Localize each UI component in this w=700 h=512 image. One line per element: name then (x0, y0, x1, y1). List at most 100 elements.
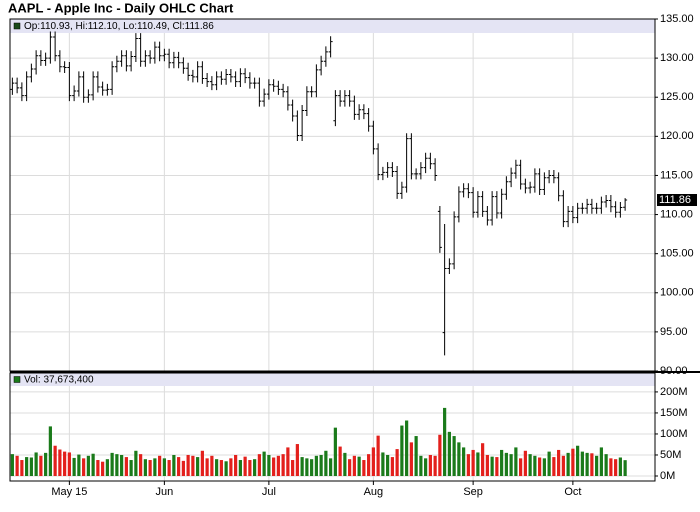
ohlc-bar (214, 71, 219, 91)
ohlc-bar (276, 80, 281, 95)
volume-bar (205, 458, 209, 476)
ohlc-bar (380, 166, 385, 181)
volume-bar (224, 461, 228, 476)
ohlc-bar (504, 176, 509, 200)
x-tick-label: May 15 (51, 486, 87, 498)
volume-bar (158, 455, 162, 476)
volume-bar (34, 452, 38, 476)
price-panel (10, 19, 655, 371)
ohlc-bar (224, 69, 229, 85)
ohlc-bar (205, 72, 210, 88)
volume-bar (186, 454, 190, 476)
ohlc-bar (86, 89, 91, 103)
volume-bar (96, 460, 100, 476)
ohlc-bar (304, 86, 309, 116)
ohlc-bar (342, 90, 347, 107)
ohlc-bar (414, 168, 419, 180)
volume-bar (400, 425, 404, 476)
ohlc-bar (338, 90, 343, 107)
y-tick-label: 130.00 (660, 52, 694, 64)
volume-bar (476, 452, 480, 476)
volume-bar (253, 459, 257, 476)
ohlc-bar (499, 188, 504, 219)
volume-bar (105, 459, 109, 476)
volume-bar (238, 460, 242, 476)
ohlc-bar (124, 50, 129, 72)
volume-bar (281, 454, 285, 476)
volume-bar (348, 459, 352, 476)
ohlc-bar (262, 88, 267, 107)
y-tick-label: 125.00 (660, 91, 694, 103)
ohlc-bar (247, 72, 252, 89)
ohlc-bar (186, 62, 191, 81)
last-price-label: 111.86 (659, 194, 691, 206)
ohlc-bar (133, 33, 138, 63)
ohlc-bar (138, 33, 143, 67)
ohlc-bar (91, 71, 96, 101)
ohlc-bar (404, 133, 409, 193)
volume-bar (457, 442, 461, 476)
volume-bar (623, 460, 627, 476)
ohlc-bar (570, 205, 575, 224)
ohlc-bar (319, 55, 324, 76)
y-tick-label: 95.00 (660, 326, 688, 338)
ohlc-bar (19, 82, 24, 102)
volume-bar (390, 457, 394, 476)
legend-swatch (13, 22, 21, 30)
volume-bar (86, 455, 90, 476)
volume-bar (433, 455, 437, 476)
volume-bar (276, 455, 280, 476)
ohlc-bar (314, 64, 319, 98)
x-tick-label: Oct (564, 486, 581, 498)
ohlc-bar (556, 172, 561, 202)
volume-bar (419, 455, 423, 476)
ohlc-bar (494, 191, 499, 219)
ohlc-bar (509, 167, 514, 188)
ohlc-bar (490, 191, 495, 226)
ohlc-bar (428, 152, 433, 170)
y-tick-label: 115.00 (660, 169, 693, 181)
ohlc-bar (523, 178, 528, 194)
volume-bar (162, 458, 166, 476)
ohlc-bar (119, 50, 124, 67)
volume-bar (490, 456, 494, 476)
volume-bar (481, 443, 485, 476)
volume-bar (386, 454, 390, 476)
ohlc-bar (100, 81, 105, 96)
ohlc-bar (105, 83, 110, 96)
ohlc-bar (233, 71, 238, 88)
ohlc-bar (176, 51, 181, 69)
volume-bar (414, 436, 418, 476)
volume-bar (172, 454, 176, 476)
ohlc-bar (409, 133, 414, 180)
volume-bar (15, 455, 19, 476)
volume-bar (229, 458, 233, 476)
ohlc-bar (366, 108, 371, 132)
volume-bar (466, 454, 470, 476)
volume-bar (367, 454, 371, 476)
volume-bar (91, 453, 95, 476)
volume-bar (485, 454, 489, 476)
ohlc-bar (143, 50, 148, 67)
ohlc-bar (471, 187, 476, 218)
volume-bar (67, 452, 71, 476)
x-tick-label: Sep (463, 486, 483, 498)
volume-bar (219, 460, 223, 476)
ohlc-bar (157, 41, 162, 62)
y-tick-label: 100.00 (660, 287, 694, 299)
ohlc-bar (537, 168, 542, 195)
ohlc-bar (257, 77, 262, 107)
volume-bar (234, 454, 238, 476)
volume-bar (405, 420, 409, 476)
ohlc-bar (162, 48, 167, 62)
volume-bar (319, 454, 323, 476)
volume-bar (609, 458, 613, 476)
volume-bar (500, 449, 504, 476)
volume-bar (561, 455, 565, 476)
ohlc-bar (352, 95, 357, 120)
ohlc-bar (399, 181, 404, 199)
legend-text: Op:110.93, Hi:112.10, Lo:110.49, Cl:111.… (24, 21, 214, 32)
volume-bar (248, 460, 252, 476)
volume-bar (58, 449, 62, 476)
